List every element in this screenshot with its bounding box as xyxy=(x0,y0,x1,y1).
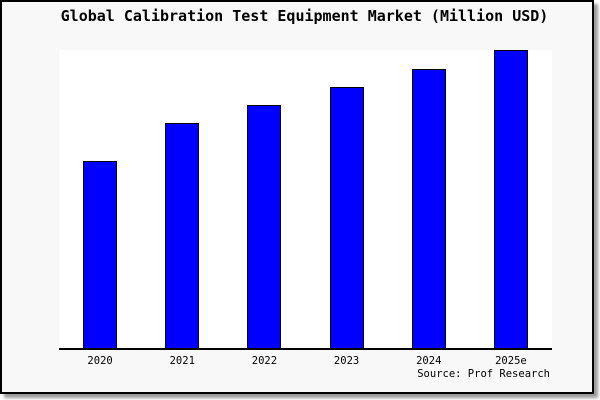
bar-2021 xyxy=(165,123,200,348)
x-tick-label-2021: 2021 xyxy=(169,355,195,367)
x-tick-label-2023: 2023 xyxy=(333,355,360,367)
x-tick-label-2022: 2022 xyxy=(251,355,278,367)
x-tick-label-2025e: 2025e xyxy=(495,355,527,367)
bar-2022 xyxy=(247,105,282,348)
bar-2025e xyxy=(493,50,528,348)
bar-2024 xyxy=(411,68,446,348)
chart-frame: Global Calibration Test Equipment Market… xyxy=(0,0,594,394)
x-tick-label-2020: 2020 xyxy=(87,355,113,367)
x-axis-labels: 2020 2021 2022 2023 2024 2025e xyxy=(59,355,552,368)
source-label: Source: Prof Research xyxy=(417,368,550,380)
bar-2020 xyxy=(83,161,118,348)
plot-area xyxy=(59,50,552,350)
bar-2023 xyxy=(329,86,364,348)
x-tick-label-2024: 2024 xyxy=(416,355,442,367)
chart-title: Global Calibration Test Equipment Market… xyxy=(60,7,549,25)
